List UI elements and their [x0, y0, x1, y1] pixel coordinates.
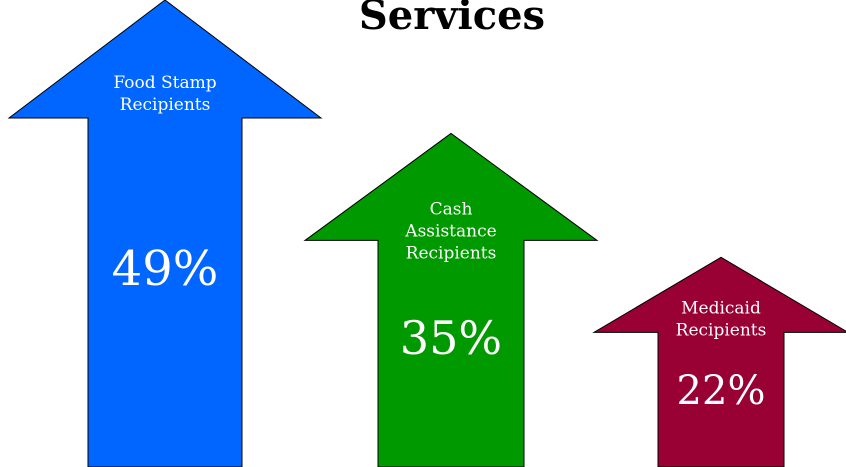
category-label-3-line-1: Medicaid [681, 298, 761, 318]
value-label-3: 22% [677, 368, 766, 414]
value-label-2: 35% [400, 311, 502, 365]
arrow-bar-2 [303, 132, 599, 467]
category-label-2-line-2: Assistance [404, 221, 496, 241]
chart-title: Services [359, 0, 545, 39]
arrow-bar-3 [592, 256, 846, 467]
category-label-2-line-1: Cash [430, 199, 473, 219]
category-label-1-line-1: Food Stamp [113, 73, 216, 93]
category-label-2-line-3: Recipients [406, 243, 497, 263]
arrows-group: Food StampRecipients49%CashAssistanceRec… [7, 0, 846, 467]
category-label-3-line-2: Recipients [676, 320, 767, 340]
value-label-1: 49% [112, 241, 219, 297]
category-label-1-line-2: Recipients [120, 95, 211, 115]
arrow-bar-1 [7, 0, 323, 467]
